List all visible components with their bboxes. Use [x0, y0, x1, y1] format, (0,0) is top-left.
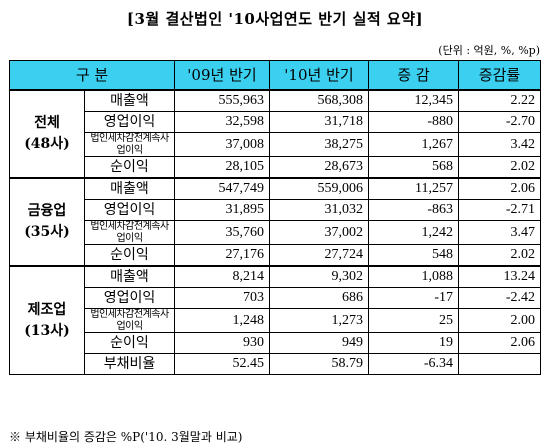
value-2009-cell: 555,963: [174, 89, 270, 112]
group-name: 전체: [34, 115, 60, 131]
header-row: 구 분 '09년 반기 '10년 반기 증 감 증감률: [9, 60, 541, 91]
value-2009-cell: 703: [174, 287, 270, 309]
table-row: 금융업 (35사) 매출액 547,749 559,006 11,257 2.06: [9, 177, 541, 267]
item-cell: 매출액: [84, 89, 175, 112]
item-cell: 순이익: [84, 156, 175, 179]
change-rate-cell: 13.24: [458, 265, 541, 288]
item-cell: 영업이익: [84, 287, 175, 309]
change-cell: -17: [368, 287, 459, 309]
value-2009-cell: 37,008: [174, 132, 270, 157]
value-2010-cell: 1,273: [269, 308, 369, 333]
table-row: 법인세차감전계속사업이익 35,760 37,002 1,242 3.47: [10, 220, 541, 245]
table-row: 영업이익 32,598 31,718 -880 -2.70: [10, 111, 541, 133]
table-row: 순이익 28,105 28,673 568 2.02: [10, 156, 541, 179]
header-change-rate: 증감률: [458, 60, 541, 91]
table-row: 전체 (48사) 매출액 555,963 568,308 12,345 2.22: [9, 89, 541, 179]
item-cell: 매출액: [84, 177, 175, 200]
header-2009-half: '09년 반기: [174, 60, 270, 91]
group-label: 전체 (48사): [9, 89, 85, 179]
value-2010-cell: 686: [269, 287, 369, 309]
table-row: 부채비율 52.45 58.79 -6.34: [10, 353, 541, 375]
value-2010-cell: 31,718: [269, 111, 369, 133]
value-2010-cell: 31,032: [269, 199, 369, 221]
change-rate-cell: 2.22: [458, 89, 541, 112]
value-2010-cell: 38,275: [269, 132, 369, 157]
change-rate-cell: 2.02: [458, 244, 541, 267]
table-row: 순이익 27,176 27,724 548 2.02: [10, 244, 541, 267]
change-cell: -863: [368, 199, 459, 221]
value-2010-cell: 27,724: [269, 244, 369, 267]
table-row: 법인세차감전계속사업이익 37,008 38,275 1,267 3.42: [10, 132, 541, 157]
value-2009-cell: 1,248: [174, 308, 270, 333]
footnote: ※ 부채비율의 증감은 %P('10. 3월말과 비교): [9, 430, 243, 444]
item-cell: 순이익: [84, 244, 175, 267]
change-cell: 25: [368, 308, 459, 333]
value-2010-cell: 37,002: [269, 220, 369, 245]
header-2010-half: '10년 반기: [269, 60, 369, 91]
change-cell: 548: [368, 244, 459, 267]
value-2010-cell: 58.79: [269, 353, 369, 375]
change-cell: 1,267: [368, 132, 459, 157]
change-rate-cell: -2.70: [458, 111, 541, 133]
group-label: 제조업 (13사): [9, 265, 85, 375]
change-cell: 1,242: [368, 220, 459, 245]
item-cell: 순이익: [84, 332, 175, 354]
change-cell: 11,257: [368, 177, 459, 200]
value-2010-cell: 28,673: [269, 156, 369, 179]
change-cell: 568: [368, 156, 459, 179]
value-2009-cell: 35,760: [174, 220, 270, 245]
value-2009-cell: 52.45: [174, 353, 270, 375]
change-cell: 19: [368, 332, 459, 354]
table-row: 법인세차감전계속사업이익 1,248 1,273 25 2.00: [10, 308, 541, 333]
group-count: (13사): [24, 322, 70, 339]
change-rate-cell: 2.06: [458, 332, 541, 354]
change-cell: 1,088: [368, 265, 459, 288]
group-count: (35사): [24, 224, 70, 240]
value-2009-cell: 32,598: [174, 111, 270, 133]
header-category: 구 분: [9, 60, 175, 91]
group-name: 금융업: [27, 203, 67, 219]
item-cell: 영업이익: [84, 199, 175, 221]
item-cell: 법인세차감전계속사업이익: [84, 220, 175, 245]
header-change: 증 감: [368, 60, 459, 91]
change-rate-cell: [458, 353, 541, 375]
change-rate-cell: -2.42: [458, 287, 541, 309]
item-cell: 법인세차감전계속사업이익: [84, 308, 175, 333]
table-row: 영업이익 703 686 -17 -2.42: [10, 287, 541, 309]
value-2010-cell: 559,006: [269, 177, 369, 200]
value-2009-cell: 547,749: [174, 177, 270, 200]
value-2009-cell: 930: [174, 332, 270, 354]
change-cell: 12,345: [368, 89, 459, 112]
change-rate-cell: 3.47: [458, 220, 541, 245]
table-row: 영업이익 31,895 31,032 -863 -2.71: [10, 199, 541, 221]
value-2010-cell: 949: [269, 332, 369, 354]
unit-label: (단위 : 억원, %, %p): [438, 44, 540, 57]
change-rate-cell: 2.02: [458, 156, 541, 179]
change-rate-cell: 2.00: [458, 308, 541, 333]
change-rate-cell: 2.06: [458, 177, 541, 200]
value-2009-cell: 8,214: [174, 265, 270, 288]
item-cell: 영업이익: [84, 111, 175, 133]
value-2009-cell: 28,105: [174, 156, 270, 179]
change-rate-cell: 3.42: [458, 132, 541, 157]
summary-table: 구 분 '09년 반기 '10년 반기 증 감 증감률 전체 (48사) 매출액 55…: [9, 60, 541, 375]
value-2009-cell: 31,895: [174, 199, 270, 221]
page-title: [3월 결산법인 '10사업연도 반기 실적 요약]: [126, 10, 424, 28]
value-2009-cell: 27,176: [174, 244, 270, 267]
item-cell: 매출액: [84, 265, 175, 288]
change-cell: -880: [368, 111, 459, 133]
group-label: 금융업 (35사): [9, 177, 85, 267]
group-name: 제조업: [27, 301, 67, 318]
value-2010-cell: 568,308: [269, 89, 369, 112]
table-row: 제조업 (13사) 매출액 8,214 9,302 1,088 13.24: [9, 265, 541, 375]
change-rate-cell: -2.71: [458, 199, 541, 221]
value-2010-cell: 9,302: [269, 265, 369, 288]
item-cell: 법인세차감전계속사업이익: [84, 132, 175, 157]
table-row: 순이익 930 949 19 2.06: [10, 332, 541, 354]
item-cell: 부채비율: [84, 353, 175, 375]
change-cell: -6.34: [368, 353, 459, 375]
group-count: (48사): [24, 136, 70, 152]
